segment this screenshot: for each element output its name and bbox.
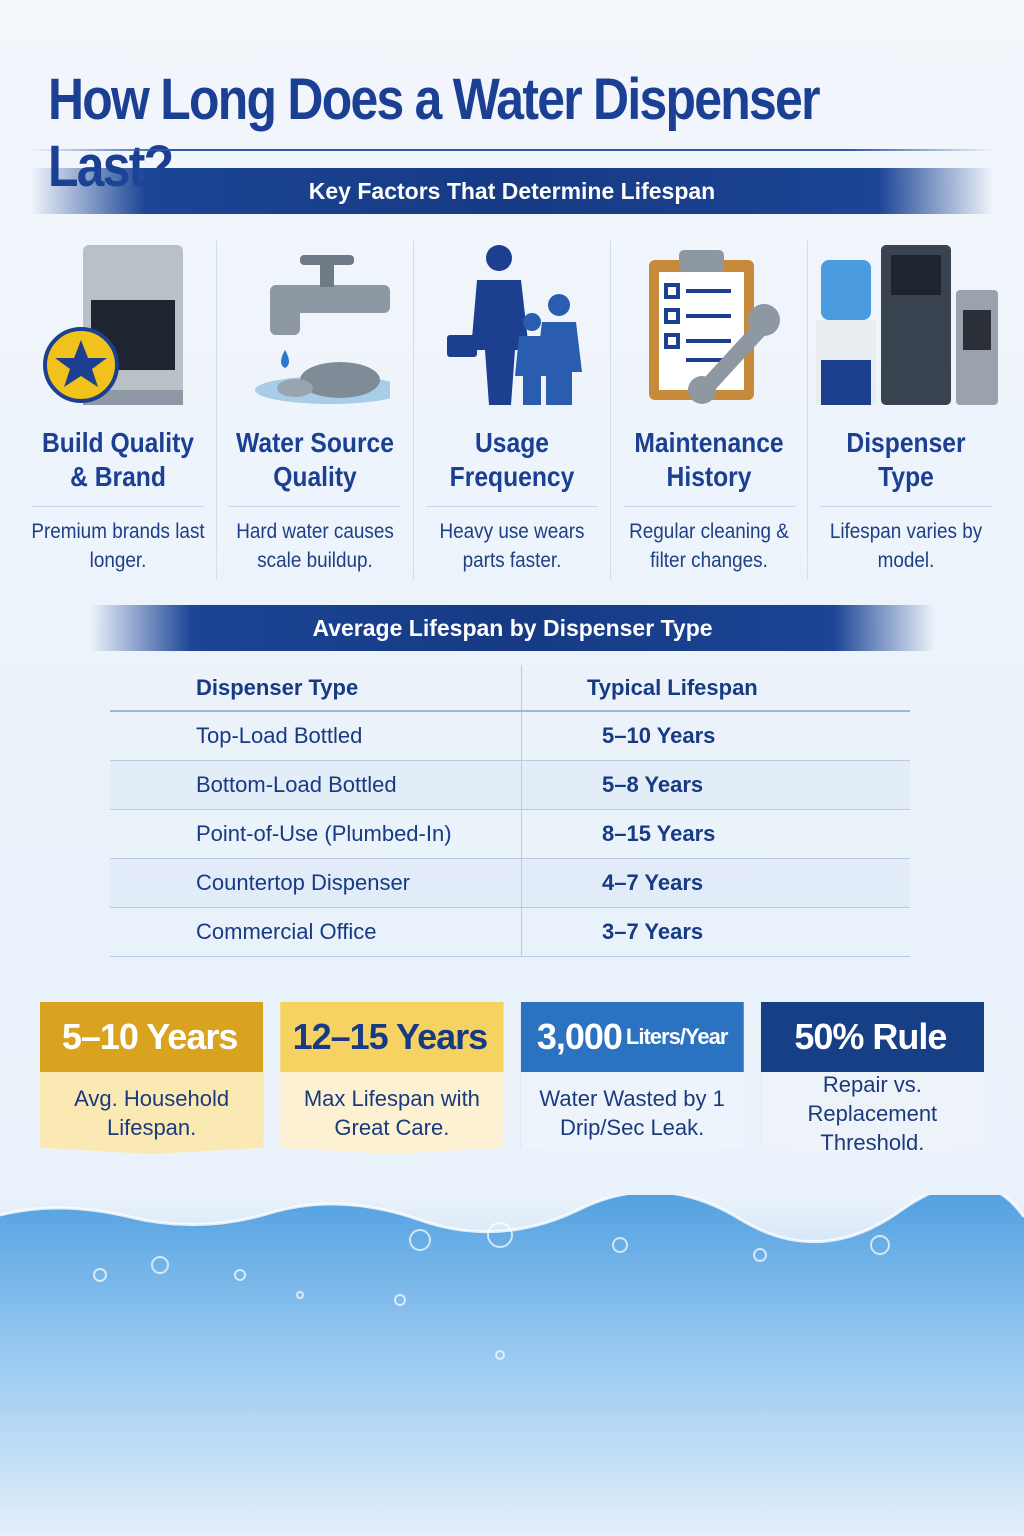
faucet-icon (255, 255, 390, 404)
stat-value: 12–15 Years (292, 1016, 489, 1057)
factor-desc: Hard water causes scale buildup. (236, 520, 394, 572)
table-banner: Average Lifespan by Dispenser Type (90, 605, 935, 651)
cell-lifespan: 5–8 Years (602, 772, 704, 797)
water-wave-decoration (0, 1195, 1024, 1536)
cell-lifespan: 4–7 Years (602, 870, 704, 895)
stat-cards: 5–10 Years Avg. Household Lifespan. 12–15… (40, 1002, 984, 1154)
cell-type: Point-of-Use (Plumbed-In) (110, 810, 522, 858)
cell-type: Countertop Dispenser (110, 859, 522, 907)
header-typical-lifespan: Typical Lifespan (587, 674, 758, 700)
factor-heading: Maintenance History (634, 427, 784, 492)
stat-unit: Liters/Year (625, 1024, 729, 1049)
factor-desc: Premium brands last longer. (31, 520, 205, 572)
cell-lifespan: 5–10 Years (602, 723, 716, 748)
stat-card: 12–15 Years Max Lifespan with Great Care. (280, 1002, 504, 1154)
table-row: Bottom-Load Bottled 5–8 Years (110, 761, 910, 810)
lifespan-table: Dispenser Type Typical Lifespan Top-Load… (110, 665, 910, 957)
table-row: Top-Load Bottled 5–10 Years (110, 712, 910, 761)
table-header: Dispenser Type Typical Lifespan (110, 665, 910, 712)
stat-card: 5–10 Years Avg. Household Lifespan. (40, 1002, 264, 1154)
dispensers-icon (816, 245, 998, 405)
factor-water-source: Water Source Quality Hard water causes s… (217, 240, 414, 580)
factor-heading: Water Source Quality (236, 427, 394, 492)
stat-value: 5–10 Years (61, 1016, 239, 1057)
cell-type: Bottom-Load Bottled (110, 761, 522, 809)
cell-lifespan: 8–15 Years (602, 821, 716, 846)
factor-desc: Regular cleaning & filter changes. (629, 520, 789, 572)
factor-divider (32, 506, 204, 507)
factor-desc: Heavy use wears parts faster. (439, 520, 585, 572)
factor-divider (623, 506, 795, 507)
factor-maintenance: Maintenance History Regular cleaning & f… (611, 240, 808, 580)
page-title: How Long Does a Water Dispenser Last? (48, 67, 820, 199)
family-icon (447, 245, 582, 405)
stat-label: Water Wasted by 1 Drip/Sec Leak. (520, 1072, 744, 1154)
stat-card: 3,000 Liters/Year Water Wasted by 1 Drip/S… (520, 1002, 744, 1154)
factor-divider (820, 506, 992, 507)
factor-build-quality: Build Quality & Brand Premium brands las… (20, 240, 217, 580)
cell-type: Top-Load Bottled (110, 712, 522, 760)
stat-label: Repair vs. Replacement Threshold. (760, 1072, 984, 1154)
table-row: Point-of-Use (Plumbed-In) 8–15 Years (110, 810, 910, 859)
factor-heading: Build Quality & Brand (42, 427, 194, 492)
table-row: Countertop Dispenser 4–7 Years (110, 859, 910, 908)
factor-dispenser-type: Dispenser Type Lifespan varies by model. (808, 240, 1004, 580)
factor-heading: Usage Frequency (449, 427, 575, 492)
stat-label: Avg. Household Lifespan. (40, 1072, 264, 1154)
clipboard-wrench-icon (649, 250, 780, 404)
stat-value: 3,000 (536, 1016, 623, 1057)
cell-type: Commercial Office (110, 908, 522, 956)
header-dispenser-type: Dispenser Type (110, 665, 522, 710)
stat-card: 50% Rule Repair vs. Replacement Threshold… (760, 1002, 984, 1154)
stat-value: 50% Rule (794, 1016, 947, 1057)
factors-banner: Key Factors That Determine Lifespan (30, 168, 994, 214)
table-row: Commercial Office 3–7 Years (110, 908, 910, 957)
stat-label: Max Lifespan with Great Care. (280, 1072, 504, 1154)
factor-divider (426, 506, 598, 507)
factor-usage: Usage Frequency Heavy use wears parts fa… (414, 240, 611, 580)
title-divider (30, 149, 994, 151)
factor-desc: Lifespan varies by model. (829, 520, 983, 572)
cell-lifespan: 3–7 Years (602, 919, 704, 944)
factors-row: Build Quality & Brand Premium brands las… (20, 240, 1004, 580)
dispenser-star-icon (43, 245, 183, 405)
factor-heading: Dispenser Type (846, 427, 966, 492)
factor-divider (229, 506, 401, 507)
